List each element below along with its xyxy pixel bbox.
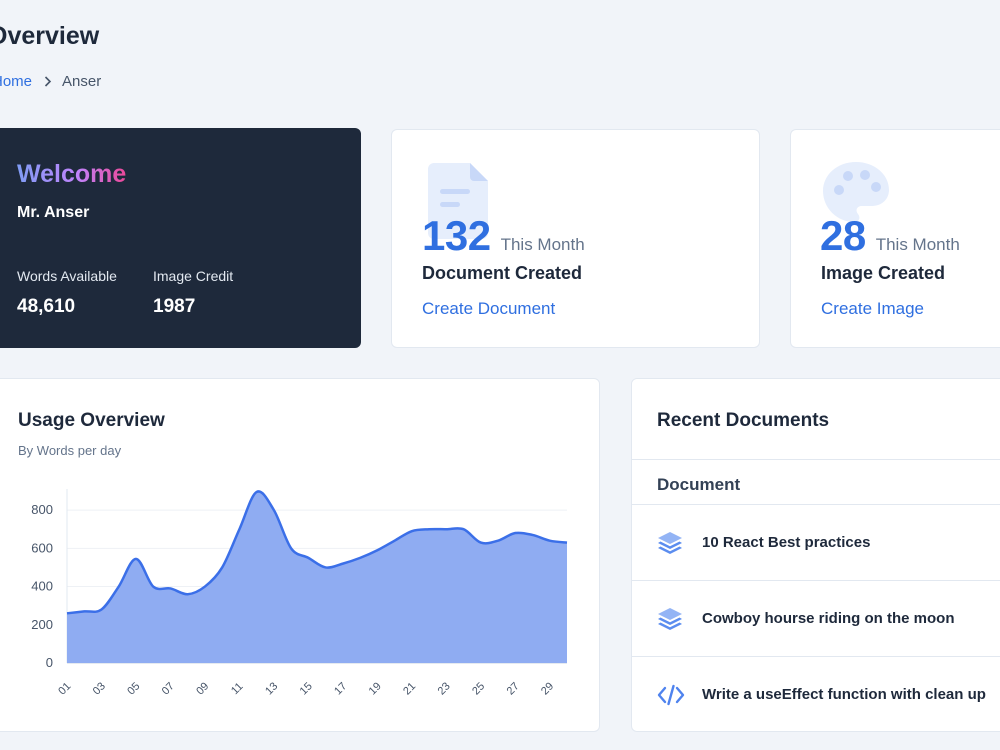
documents-created-label: Document Created [422, 263, 583, 283]
x-tick-label: 01 [56, 680, 73, 697]
documents-count: 132 This Month [422, 212, 585, 260]
words-available-value: 48,610 [17, 296, 76, 317]
welcome-card: Welcome Mr. Anser Words Available 48,610… [0, 128, 361, 348]
code-icon [657, 682, 687, 708]
divider [632, 504, 1000, 505]
recent-document-row[interactable]: Cowboy hourse riding on the moon [632, 581, 1000, 657]
usage-overview-subtitle: By Words per day [18, 443, 122, 458]
x-tick-label: 03 [91, 680, 108, 697]
area-line [66, 490, 568, 615]
area-fill [67, 491, 567, 663]
x-tick-label: 29 [539, 680, 556, 697]
x-tick-label: 23 [436, 680, 453, 697]
words-available-label: Words Available [17, 268, 117, 284]
create-document-link[interactable]: Create Document [422, 299, 556, 318]
x-tick-label: 25 [470, 680, 487, 697]
recent-documents-title: Recent Documents [657, 410, 830, 431]
breadcrumb-current: Anser [62, 73, 102, 90]
usage-overview-card: Usage Overview By Words per day 0 200 400 6… [0, 378, 600, 732]
x-tick-label: 27 [505, 680, 522, 697]
x-tick-label: 09 [194, 680, 211, 697]
usage-overview-title: Usage Overview [18, 410, 165, 431]
document-column-header: Document [657, 475, 741, 494]
divider [632, 459, 1000, 460]
layers-icon [657, 606, 687, 632]
x-tick-label: 17 [332, 680, 349, 697]
create-image-link[interactable]: Create Image [821, 299, 924, 318]
recent-document-title: Cowboy hourse riding on the moon [702, 610, 955, 627]
image-credit-value: 1987 [153, 296, 196, 317]
recent-document-title: 10 React Best practices [702, 534, 871, 551]
documents-count-value: 132 [422, 212, 491, 259]
layers-icon [657, 530, 687, 556]
images-count: 28 This Month [820, 212, 960, 260]
documents-created-card: 132 This Month Document Created Create D… [391, 129, 760, 348]
breadcrumb-home-link[interactable]: Home [0, 73, 33, 90]
page-title: Overview [0, 22, 100, 50]
x-tick-label: 13 [263, 680, 280, 697]
x-tick-label: 05 [125, 680, 142, 697]
y-tick-label: 600 [31, 540, 53, 555]
x-tick-label: 11 [229, 681, 246, 698]
recent-document-title: Write a useEffect function with clean up [702, 686, 986, 703]
images-count-value: 28 [820, 212, 866, 259]
images-created-card: 28 This Month Image Created Create Image [790, 129, 1000, 348]
breadcrumb: Home Anser [0, 73, 101, 90]
chevron-right-icon [44, 74, 52, 90]
recent-documents-card: Recent Documents Document 10 React Best … [631, 378, 1000, 732]
recent-document-row[interactable]: 10 React Best practices [632, 505, 1000, 581]
user-name: Mr. Anser [17, 204, 90, 221]
images-period: This Month [875, 235, 960, 254]
x-tick-label: 15 [298, 680, 315, 697]
palette-icon [821, 160, 891, 229]
y-tick-label: 400 [31, 579, 53, 594]
document-icon [428, 163, 488, 244]
y-tick-label: 200 [31, 617, 53, 632]
welcome-greeting: Welcome [17, 160, 127, 188]
x-tick-label: 21 [401, 680, 418, 697]
x-tick-label: 07 [160, 680, 177, 697]
words-available-stat: Words Available 48,610 [17, 268, 117, 318]
x-tick-label: 19 [367, 680, 384, 697]
recent-document-row[interactable]: Write a useEffect function with clean up [632, 657, 1000, 731]
image-credit-label: Image Credit [153, 268, 234, 284]
usage-chart: 0 200 400 600 800 01 03 05 07 09 11 13 15 17 19 21 23 25 2… [31, 489, 568, 698]
images-created-label: Image Created [821, 263, 946, 283]
y-tick-label: 0 [46, 655, 53, 670]
y-tick-label: 800 [31, 502, 53, 517]
documents-period: This Month [500, 235, 585, 254]
image-credit-stat: Image Credit 1987 [153, 268, 233, 318]
